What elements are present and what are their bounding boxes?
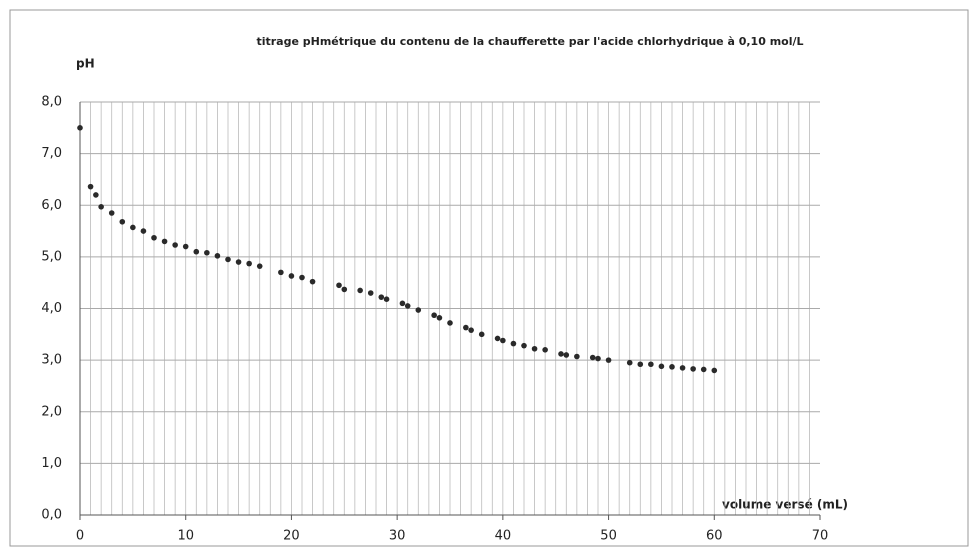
- y-tick-label: 3,0: [41, 353, 62, 368]
- point: [531, 345, 538, 352]
- point: [468, 327, 474, 333]
- point: [404, 303, 411, 309]
- point: [119, 218, 126, 225]
- chart-title: titrage pHmétrique du contenu de la chau…: [256, 35, 803, 48]
- point: [77, 125, 83, 131]
- point: [399, 300, 406, 307]
- point: [679, 365, 686, 371]
- point: [309, 278, 316, 285]
- point: [700, 366, 707, 373]
- x-tick-label: 10: [177, 529, 194, 544]
- point: [463, 324, 469, 331]
- point: [357, 287, 363, 294]
- point: [658, 363, 665, 370]
- x-tick-label: 50: [600, 529, 617, 544]
- point: [500, 337, 506, 344]
- point: [589, 354, 596, 361]
- point: [558, 351, 564, 357]
- y-tick-label: 2,0: [41, 404, 62, 419]
- point: [256, 263, 263, 269]
- point: [626, 359, 633, 366]
- point: [669, 364, 675, 370]
- point: [521, 342, 527, 349]
- point: [235, 259, 242, 265]
- point: [605, 357, 612, 363]
- point: [383, 296, 390, 303]
- point: [637, 361, 644, 368]
- point: [648, 361, 654, 368]
- x-tick-label: 40: [495, 529, 512, 544]
- point: [130, 224, 136, 231]
- point: [367, 290, 374, 296]
- point: [278, 269, 284, 276]
- point: [299, 274, 305, 281]
- point: [204, 249, 210, 256]
- point: [563, 352, 570, 358]
- point: [214, 253, 221, 259]
- point: [225, 256, 231, 263]
- point: [690, 366, 696, 372]
- y-tick-label: 4,0: [41, 301, 62, 316]
- point: [336, 282, 342, 289]
- x-tick-label: 0: [76, 529, 84, 544]
- point: [431, 312, 437, 319]
- point: [93, 192, 99, 198]
- point: [574, 353, 580, 360]
- point: [341, 286, 348, 293]
- point: [711, 367, 718, 374]
- point: [87, 183, 94, 190]
- y-tick-label: 5,0: [41, 249, 62, 264]
- point: [494, 335, 501, 342]
- point: [542, 347, 548, 353]
- point: [510, 340, 517, 347]
- y-tick-label: 6,0: [41, 198, 62, 213]
- point: [595, 355, 601, 362]
- chart-frame: [9, 9, 969, 547]
- point: [182, 243, 189, 250]
- x-tick-label: 30: [389, 529, 406, 544]
- point: [161, 238, 168, 245]
- point: [140, 228, 147, 234]
- x-tick-label: 60: [706, 529, 723, 544]
- point: [193, 248, 200, 255]
- y-tick-label: 0,0: [41, 508, 62, 523]
- y-tick-label: 1,0: [41, 456, 62, 471]
- y-tick-label: 7,0: [41, 146, 62, 161]
- point: [246, 260, 252, 267]
- x-tick-label: 20: [283, 529, 300, 544]
- point: [447, 320, 453, 326]
- y-axis-label: pH: [76, 57, 95, 71]
- point: [436, 314, 443, 321]
- point: [378, 294, 385, 300]
- y-tick-label: 8,0: [41, 95, 62, 110]
- point: [151, 234, 157, 241]
- point: [288, 273, 295, 279]
- point: [415, 307, 422, 313]
- point: [478, 331, 485, 338]
- x-axis-label: volume versé (mL): [722, 498, 848, 512]
- point: [108, 210, 115, 216]
- point: [172, 242, 178, 248]
- point: [98, 203, 104, 210]
- x-tick-label: 70: [812, 529, 829, 544]
